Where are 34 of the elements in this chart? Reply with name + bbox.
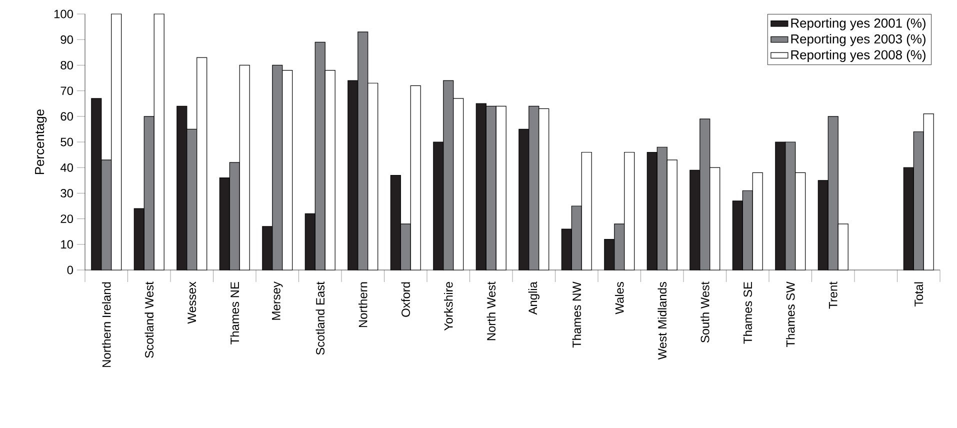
x-tick-label: Oxford <box>401 282 410 317</box>
y-tick-label: 20 <box>60 214 74 224</box>
x-tick-label: Mersey <box>272 282 283 320</box>
y-tick-label: 60 <box>60 112 74 121</box>
x-tick-label: Thames NE <box>230 282 240 344</box>
y-tick-label: 80 <box>60 60 74 70</box>
x-tick-label: Thames NW <box>572 282 582 348</box>
x-tick-label: Northern Ireland <box>102 282 111 367</box>
x-tick-label: Anglia <box>528 282 540 315</box>
x-tick-label: North West <box>486 282 496 340</box>
x-tick-label: Thames SE <box>743 282 752 344</box>
x-tick-label: Yorkshire <box>444 282 453 331</box>
y-axis-title: Percentage <box>35 109 47 174</box>
x-tick-label: Scotland East <box>316 282 325 355</box>
y-tick-label: 10 <box>61 240 74 249</box>
x-tick-label: Scotland West <box>144 282 154 358</box>
x-tick-label: Trent <box>828 282 838 309</box>
legend-label: Reporting yes 2008 (%) <box>791 50 926 62</box>
y-tick-label: 90 <box>60 35 74 44</box>
y-tick-label: 40 <box>60 163 74 172</box>
y-tick-label: 70 <box>60 86 74 96</box>
y-tick-label: 100 <box>54 10 74 18</box>
y-tick-label: 0 <box>67 266 74 274</box>
x-tick-label: Thames SW <box>786 282 795 348</box>
x-tick-label: Wessex <box>188 282 196 324</box>
x-tick-label: Total <box>914 282 924 307</box>
y-tick-label: 30 <box>60 188 74 198</box>
x-tick-label: Wales <box>615 282 624 314</box>
legend-label: Reporting yes 2001 (%) <box>791 18 926 30</box>
legend-label: Reporting yes 2003 (%) <box>791 34 926 46</box>
x-tick-label: Northern <box>358 282 368 328</box>
y-tick-label: 50 <box>60 138 74 146</box>
x-tick-label: South West <box>700 282 710 343</box>
x-tick-label: West Midlands <box>658 282 667 360</box>
